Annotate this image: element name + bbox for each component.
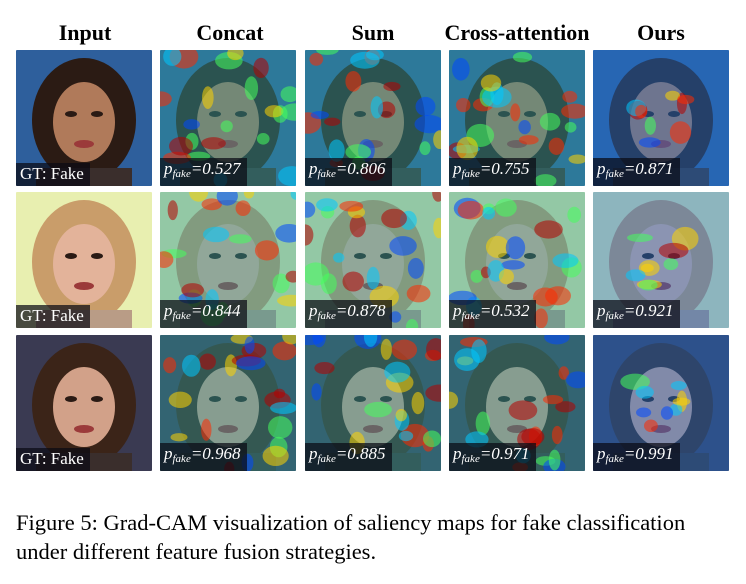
fake-probability-label: pfake=0.532 [449,300,536,328]
header-sum: Sum [351,20,395,45]
thumbnail-cross-attention-row1: pfake=0.755 [449,50,585,186]
probability-subscript: fake [461,310,480,322]
probability-subscript: fake [317,168,336,180]
probability-value: =0.755 [479,159,530,178]
fake-probability-label: pfake=0.527 [160,158,247,186]
probability-value: =0.971 [479,444,530,463]
ground-truth-text: GT: Fake [20,449,84,468]
probability-symbol: p [164,444,173,463]
probability-symbol: p [453,159,462,178]
thumbnail-concat-row2: pfake=0.844 [160,192,296,328]
probability-value: =0.968 [190,444,241,463]
probability-symbol: p [597,301,606,320]
probability-symbol: p [309,159,318,178]
probability-value: =0.527 [190,159,241,178]
fake-probability-label: pfake=0.968 [160,443,247,471]
thumbnail-concat-row1: pfake=0.527 [160,50,296,186]
fake-probability-label: pfake=0.885 [305,443,392,471]
fake-probability-label: pfake=0.991 [593,443,680,471]
probability-symbol: p [597,444,606,463]
probability-value: =0.878 [335,301,386,320]
probability-subscript: fake [461,453,480,465]
header-concat: Concat [196,20,264,45]
probability-symbol: p [597,159,606,178]
thumbnail-sum-row3: pfake=0.885 [305,335,441,471]
probability-subscript: fake [605,310,624,322]
probability-subscript: fake [461,168,480,180]
ground-truth-label: GT: Fake [16,448,90,471]
ground-truth-text: GT: Fake [20,306,84,325]
thumbnail-sum-row1: pfake=0.806 [305,50,441,186]
fake-probability-label: pfake=0.844 [160,300,247,328]
thumbnail-sum-row2: pfake=0.878 [305,192,441,328]
header-input: Input [58,20,112,45]
probability-value: =0.885 [335,444,386,463]
probability-symbol: p [309,444,318,463]
probability-value: =0.806 [335,159,386,178]
thumbnail-cross-attention-row3: pfake=0.971 [449,335,585,471]
probability-value: =0.844 [190,301,241,320]
header-cross-attention: Cross-attention [444,20,590,45]
probability-value: =0.921 [623,301,674,320]
probability-symbol: p [164,159,173,178]
fake-probability-label: pfake=0.921 [593,300,680,328]
probability-value: =0.532 [479,301,530,320]
thumbnail-input-row2: GT: Fake [16,192,152,328]
probability-subscript: fake [605,168,624,180]
face-image [16,50,152,186]
probability-subscript: fake [172,453,191,465]
fake-probability-label: pfake=0.755 [449,158,536,186]
fake-probability-label: pfake=0.878 [305,300,392,328]
probability-subscript: fake [172,310,191,322]
thumbnail-ours-row2: pfake=0.921 [593,192,729,328]
probability-value: =0.871 [623,159,674,178]
saliency-heatmap [449,50,585,186]
thumbnail-ours-row3: pfake=0.991 [593,335,729,471]
probability-subscript: fake [317,453,336,465]
figure-caption: Figure 5: Grad-CAM visualization of sali… [16,510,686,564]
ground-truth-label: GT: Fake [16,305,90,328]
probability-symbol: p [309,301,318,320]
header-ours: Ours [637,20,685,45]
probability-value: =0.991 [623,444,674,463]
saliency-heatmap [593,192,729,328]
probability-subscript: fake [605,453,624,465]
probability-symbol: p [453,444,462,463]
probability-symbol: p [164,301,173,320]
thumbnail-input-row3: GT: Fake [16,335,152,471]
probability-symbol: p [453,301,462,320]
probability-subscript: fake [172,168,191,180]
probability-subscript: fake [317,310,336,322]
fake-probability-label: pfake=0.806 [305,158,392,186]
thumbnail-cross-attention-row2: pfake=0.532 [449,192,585,328]
thumbnail-concat-row3: pfake=0.968 [160,335,296,471]
ground-truth-text: GT: Fake [20,164,84,183]
thumbnail-input-row1: GT: Fake [16,50,152,186]
ground-truth-label: GT: Fake [16,163,90,186]
thumbnail-ours-row1: pfake=0.871 [593,50,729,186]
fake-probability-label: pfake=0.871 [593,158,680,186]
fake-probability-label: pfake=0.971 [449,443,536,471]
